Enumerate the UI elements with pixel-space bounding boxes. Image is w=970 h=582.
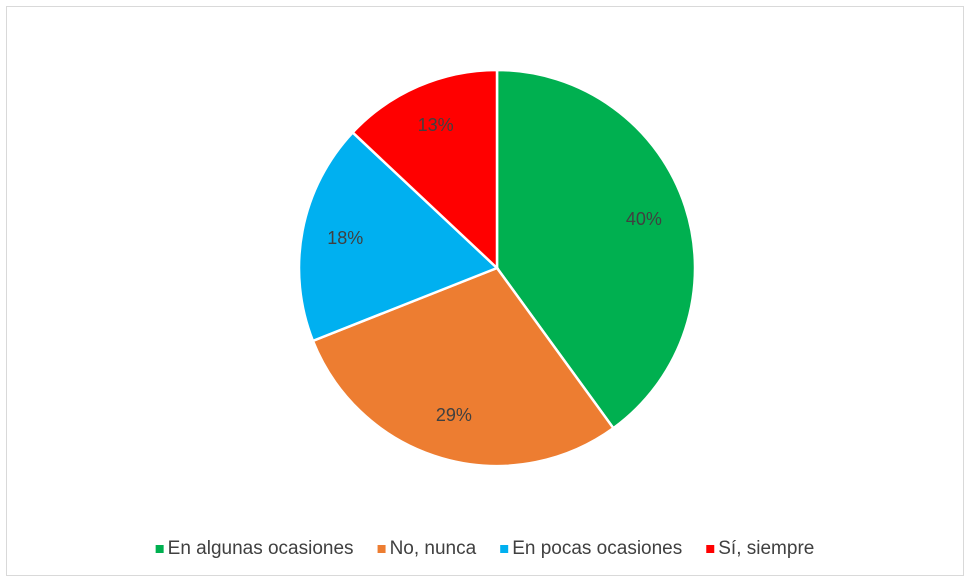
- pie-slice: [311, 266, 616, 468]
- pie-slice: [350, 68, 499, 271]
- legend-label: Sí, siempre: [718, 538, 814, 559]
- pie-slice: [297, 130, 500, 343]
- data-label: 18%: [327, 228, 363, 248]
- legend-label: En pocas ocasiones: [512, 538, 682, 559]
- data-label: 13%: [418, 115, 454, 135]
- pie-slice: [495, 68, 697, 430]
- legend-marker: [500, 545, 509, 553]
- legend-label: No, nunca: [390, 538, 477, 559]
- legend-label: En algunas ocasiones: [168, 538, 354, 559]
- legend-marker: [155, 545, 164, 553]
- legend-marker: [377, 545, 386, 553]
- data-label: 40%: [626, 209, 662, 229]
- data-label: 29%: [436, 405, 472, 425]
- legend-marker: [706, 545, 715, 553]
